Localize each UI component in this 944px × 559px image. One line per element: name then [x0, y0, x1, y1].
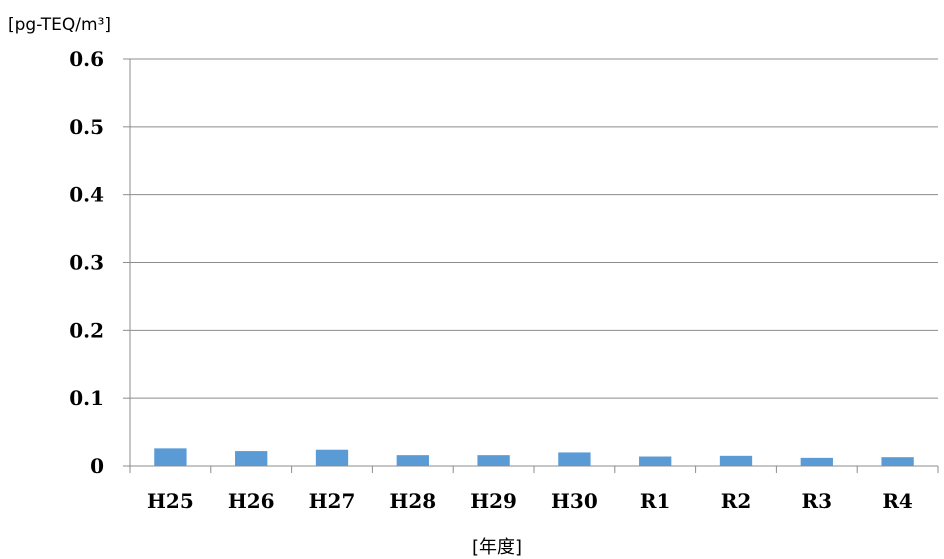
y-tick-label: 0.2	[69, 318, 104, 342]
bars	[154, 448, 914, 466]
y-tick-label: 0.4	[69, 183, 104, 207]
x-tick-label: R3	[802, 489, 833, 513]
y-tick-label: 0.1	[69, 386, 104, 410]
y-tick-label: 0.6	[69, 47, 104, 71]
x-tick-label: H26	[228, 489, 275, 513]
gridlines	[130, 58, 938, 399]
y-tick-labels: 0 0.1 0.2 0.3 0.4 0.5 0.6	[69, 47, 104, 478]
bar	[477, 455, 510, 466]
x-tick-label: R1	[640, 489, 671, 513]
axes	[123, 58, 939, 473]
bar	[235, 451, 268, 466]
bar	[558, 452, 591, 466]
bar	[154, 448, 187, 466]
x-axis-label: [年度]	[472, 537, 522, 558]
y-axis-unit-label: [pg-TEQ/m³]	[8, 15, 111, 35]
x-tick-label: H28	[389, 489, 436, 513]
y-tick-label: 0	[90, 454, 104, 478]
x-tick-label: H27	[309, 489, 356, 513]
x-tick-label: H30	[551, 489, 598, 513]
y-tick-label: 0.3	[69, 251, 104, 275]
bar	[800, 457, 833, 466]
x-tick-labels: H25 H26 H27 H28 H29 H30 R1 R2 R3 R4	[147, 489, 913, 513]
bar	[639, 456, 672, 466]
x-tick-label: H29	[470, 489, 517, 513]
bar	[881, 457, 914, 466]
y-tick-label: 0.5	[69, 115, 104, 139]
x-tick-label: R4	[882, 489, 913, 513]
bar	[396, 455, 429, 466]
bar	[315, 449, 349, 466]
bar	[719, 455, 753, 466]
x-tick-label: H25	[147, 489, 194, 513]
x-tick-label: R2	[721, 489, 752, 513]
